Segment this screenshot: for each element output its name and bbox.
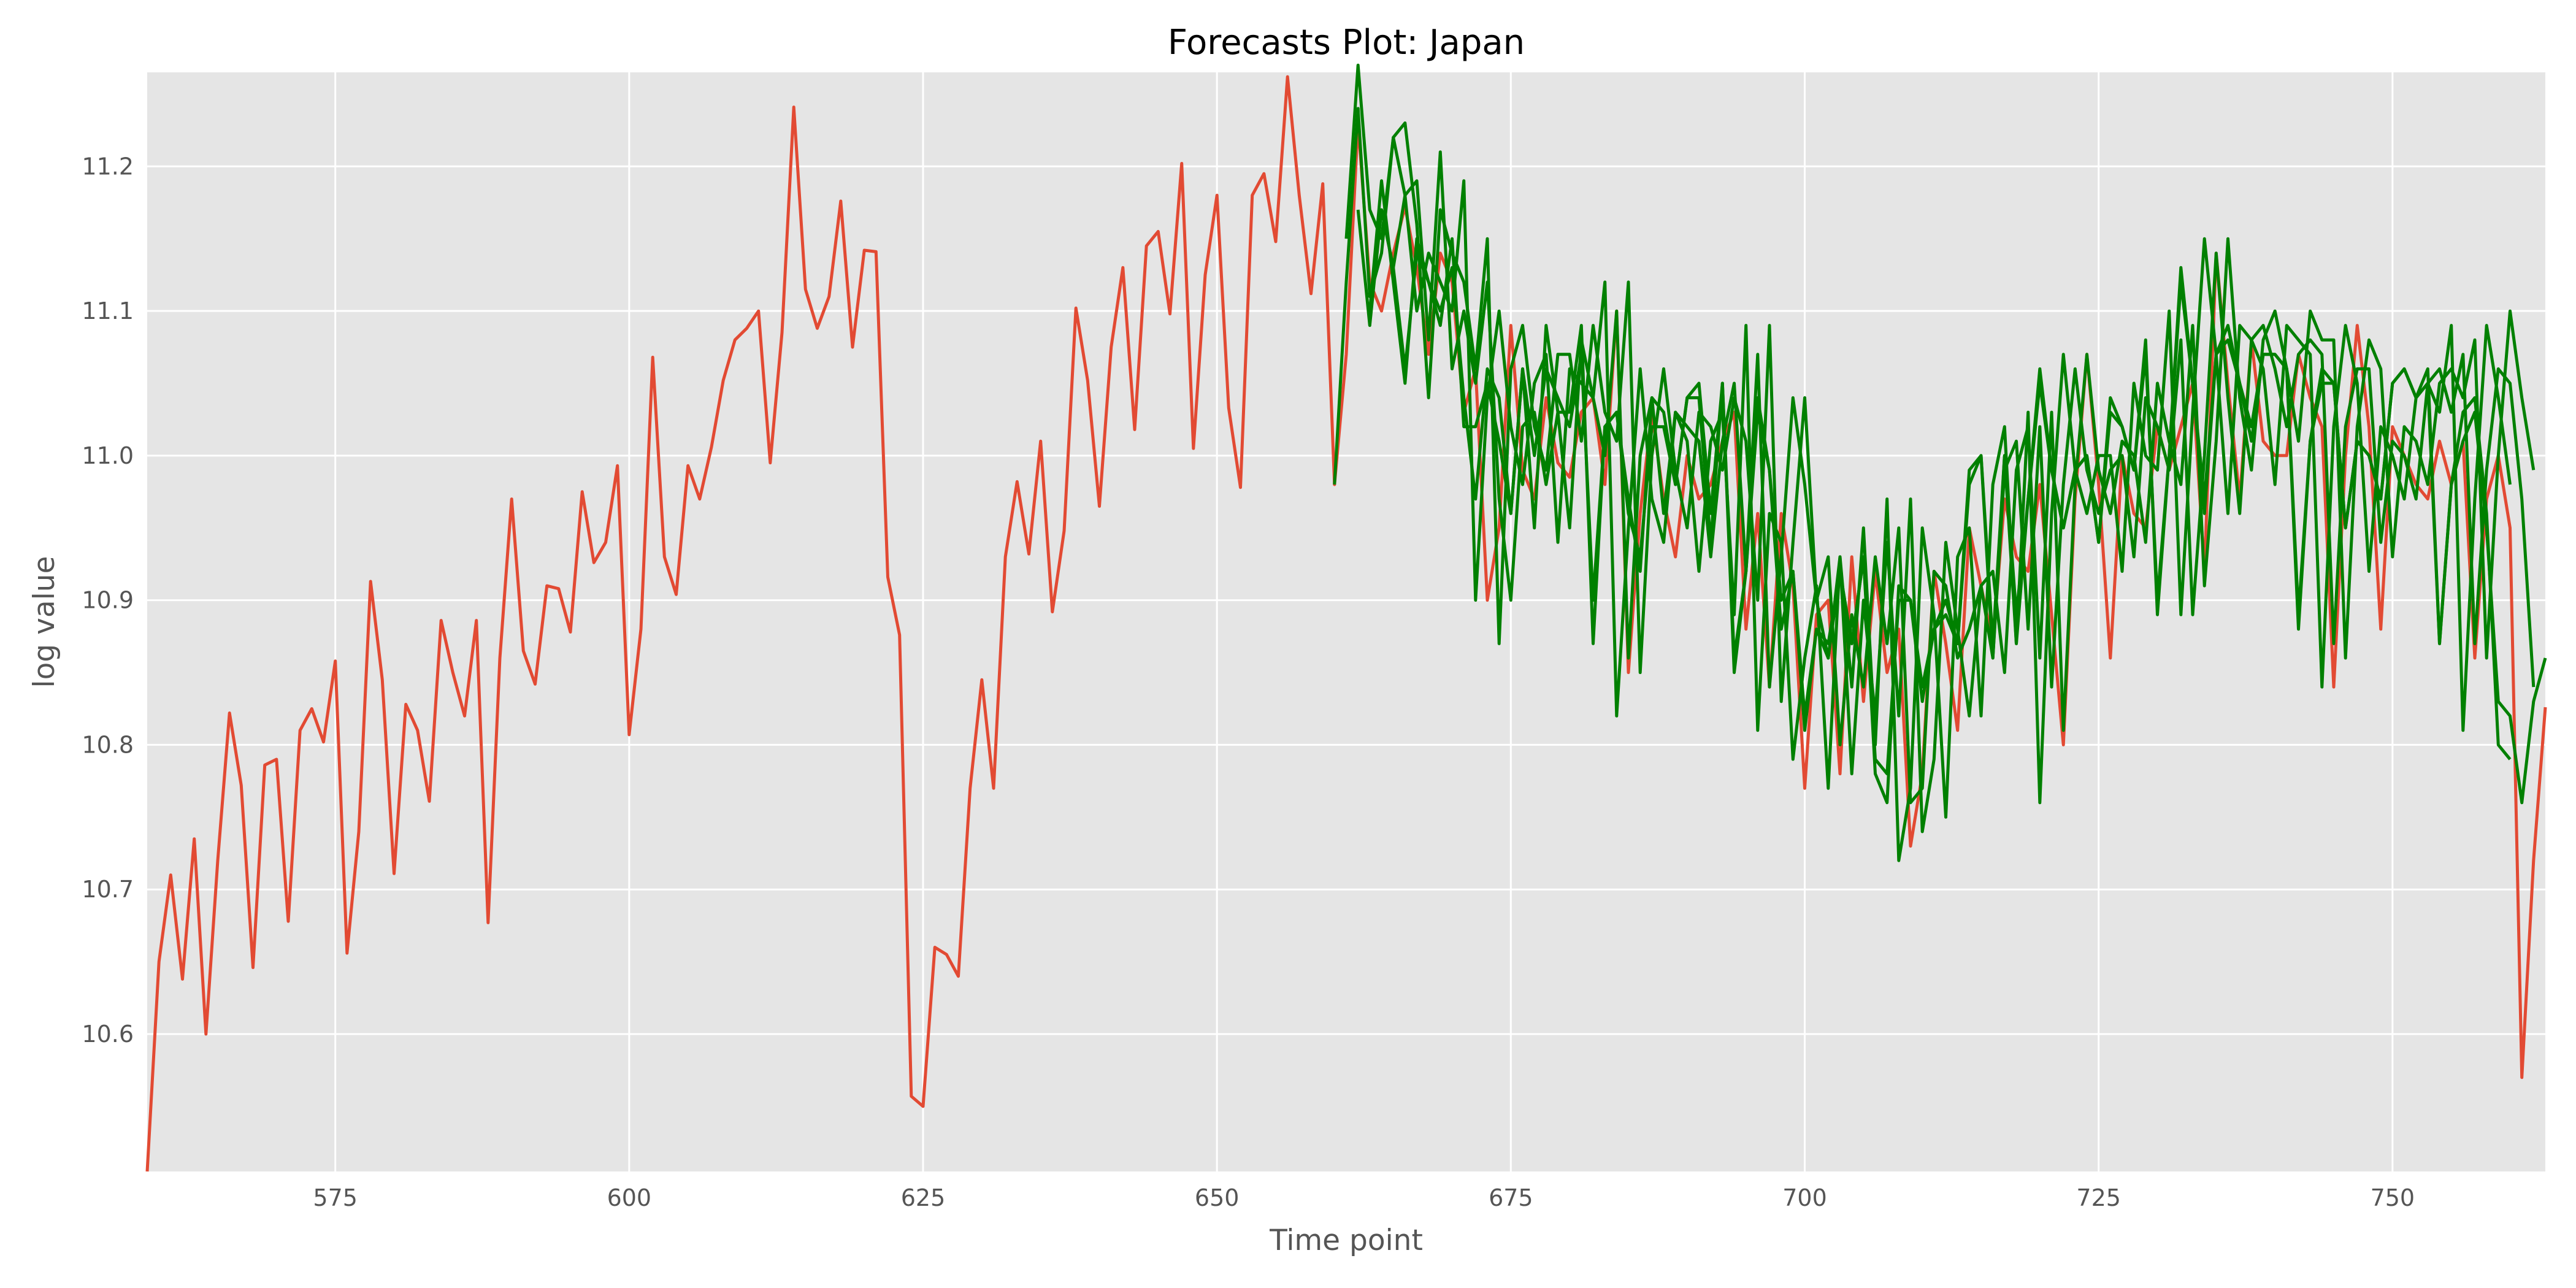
plot-background bbox=[147, 72, 2545, 1171]
x-tick-label: 675 bbox=[1489, 1184, 1533, 1211]
y-tick-label: 10.6 bbox=[82, 1021, 134, 1048]
x-axis-label: Time point bbox=[1269, 1224, 1423, 1257]
forecast-series-line-4 bbox=[1368, 179, 2512, 805]
y-tick-label: 11.2 bbox=[82, 153, 134, 180]
forecast-series-line-3 bbox=[1356, 150, 2536, 805]
chart-title: Forecasts Plot: Japan bbox=[1168, 23, 1525, 63]
y-tick-label: 11.0 bbox=[82, 442, 134, 469]
forecast-series-line-5 bbox=[1380, 209, 2547, 805]
y-tick-label: 10.8 bbox=[82, 731, 134, 758]
x-tick-label: 750 bbox=[2371, 1184, 2415, 1211]
x-tick-label: 650 bbox=[1195, 1184, 1240, 1211]
y-tick-label: 10.7 bbox=[82, 876, 134, 903]
y-tick-label: 10.9 bbox=[82, 587, 134, 614]
x-tick-label: 625 bbox=[901, 1184, 946, 1211]
y-tick-label: 11.1 bbox=[82, 297, 134, 324]
grid-lines bbox=[147, 72, 2545, 1171]
tick-labels: 575 600 625 650 675 700 725 750 10.6 10.7 10.8 10.9… bbox=[82, 153, 2415, 1211]
x-tick-label: 725 bbox=[2076, 1184, 2121, 1211]
y-axis-label: log value bbox=[28, 556, 61, 688]
x-tick-label: 600 bbox=[607, 1184, 652, 1211]
x-tick-label: 575 bbox=[313, 1184, 358, 1211]
x-tick-label: 700 bbox=[1782, 1184, 1827, 1211]
series-layer bbox=[145, 63, 2547, 1172]
